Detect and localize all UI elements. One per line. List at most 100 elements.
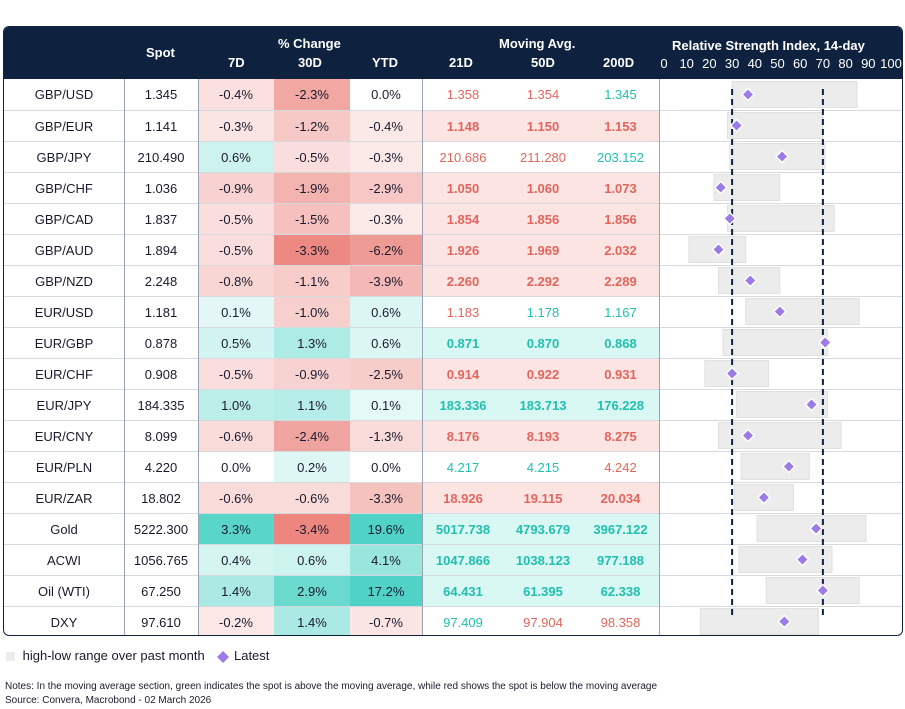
legend-range-swatch <box>6 652 15 662</box>
ma-50d-cell: 4793.679 <box>504 514 582 545</box>
ma-200d-cell: 977.188 <box>582 545 659 576</box>
header-200d: 200D <box>603 55 635 70</box>
spot-cell: 1.141 <box>144 119 178 134</box>
header-50d: 50D <box>531 55 555 70</box>
legend-range-label: high-low range over past month <box>22 648 205 663</box>
table-row: GBP/EUR 1.141 -0.3% -1.2% -0.4% 1.148 1.150 1.1… <box>4 110 902 142</box>
header-ytd: YTD <box>372 55 398 70</box>
change-30d-cell: -0.5% <box>274 142 350 173</box>
instrument-label: GBP/CHF <box>35 181 93 196</box>
change-7d-cell: 0.6% <box>198 142 274 173</box>
ma-200d-cell: 8.275 <box>582 421 659 452</box>
spot-cell: 97.610 <box>141 615 181 630</box>
change-30d-cell: -0.6% <box>274 483 350 514</box>
ma-50d-cell: 183.713 <box>504 390 582 421</box>
rsi-latest-marker <box>743 273 758 288</box>
change-30d-cell: -3.3% <box>274 235 350 266</box>
header-7d: 7D <box>228 55 245 70</box>
notes: Notes: In the moving average section, gr… <box>5 680 657 708</box>
header-30d: 30D <box>298 55 322 70</box>
rsi-latest-marker <box>725 366 740 381</box>
ma-200d-cell: 3967.122 <box>582 514 659 545</box>
spot-cell: 210.490 <box>137 150 185 165</box>
change-ytd-cell: 19.6% <box>350 514 422 545</box>
spot-cell: 1.894 <box>144 243 178 258</box>
ma-200d-cell: 203.152 <box>582 142 659 173</box>
ma-21d-cell: 1047.866 <box>422 545 504 576</box>
change-ytd-cell: -2.5% <box>350 359 422 390</box>
ma-200d-cell: 0.868 <box>582 328 659 359</box>
change-7d-cell: 0.4% <box>198 545 274 576</box>
divider-line <box>659 79 660 635</box>
instrument-label: EUR/PLN <box>35 460 93 475</box>
spot-cell: 1.181 <box>144 305 178 320</box>
instrument-label: EUR/JPY <box>36 398 92 413</box>
rsi-latest-marker <box>722 211 737 226</box>
ma-21d-cell: 1.148 <box>422 111 504 142</box>
rsi-tick-label: 70 <box>815 56 831 71</box>
change-30d-cell: 0.2% <box>274 452 350 483</box>
table-row: Oil (WTI) 67.250 1.4% 2.9% 17.2% 64.431 61.395… <box>4 575 902 607</box>
spot-cell: 2.248 <box>144 274 178 289</box>
header-spot: Spot <box>146 45 175 60</box>
ma-50d-cell: 211.280 <box>504 142 582 173</box>
ma-50d-cell: 19.115 <box>504 483 582 514</box>
rsi-tick-label: 50 <box>770 56 785 71</box>
change-7d-cell: -0.2% <box>198 607 274 635</box>
change-7d-cell: -0.5% <box>198 204 274 235</box>
ma-50d-cell: 97.904 <box>504 607 582 635</box>
spot-cell: 0.908 <box>144 367 178 382</box>
change-ytd-cell: 17.2% <box>350 576 422 607</box>
change-30d-cell: 1.4% <box>274 607 350 635</box>
ma-50d-cell: 1.178 <box>504 297 582 328</box>
divider-line <box>422 79 423 635</box>
instrument-label: EUR/GBP <box>34 336 94 351</box>
ma-200d-cell: 1.345 <box>582 79 659 110</box>
table-row: EUR/JPY 184.335 1.0% 1.1% 0.1% 183.336 183.713… <box>4 389 902 421</box>
ma-200d-cell: 176.228 <box>582 390 659 421</box>
rsi-latest-marker <box>774 149 790 164</box>
rsi-latest-marker <box>809 521 824 536</box>
rsi-latest-marker <box>740 87 756 102</box>
header-21d: 21D <box>449 55 473 70</box>
rsi-tick-label: 90 <box>861 56 876 71</box>
change-30d-cell: -1.0% <box>274 297 350 328</box>
instrument-label: EUR/CNY <box>34 429 94 444</box>
rsi-tick-label: 60 <box>792 56 808 71</box>
ma-200d-cell: 0.931 <box>582 359 659 390</box>
ma-200d-cell: 1.153 <box>582 111 659 142</box>
change-7d-cell: 3.3% <box>198 514 274 545</box>
instrument-label: GBP/AUD <box>34 243 94 258</box>
change-30d-cell: 0.6% <box>274 545 350 576</box>
legend-latest-label: Latest <box>233 648 270 663</box>
spot-cell: 18.802 <box>141 491 181 506</box>
table-row: EUR/USD 1.181 0.1% -1.0% 0.6% 1.183 1.178 1.167 <box>4 296 902 328</box>
table-row: GBP/NZD 2.248 -0.8% -1.1% -3.9% 2.260 2.292 2.2… <box>4 265 902 297</box>
table-row: Gold 5222.300 3.3% -3.4% 19.6% 5017.738 4793.6… <box>4 513 902 545</box>
ma-21d-cell: 183.336 <box>422 390 504 421</box>
ma-50d-cell: 61.395 <box>504 576 582 607</box>
spot-cell: 5222.300 <box>133 522 189 537</box>
change-ytd-cell: -0.3% <box>350 142 422 173</box>
instrument-label: GBP/JPY <box>36 150 92 165</box>
table-row: ACWI 1056.765 0.4% 0.6% 4.1% 1047.866 1038.123… <box>4 544 902 576</box>
rsi-tick-label: 0 <box>660 56 668 71</box>
instrument-label: Gold <box>50 522 78 537</box>
rsi-latest-marker <box>713 180 728 195</box>
change-7d-cell: 0.0% <box>198 452 274 483</box>
ma-21d-cell: 97.409 <box>422 607 504 635</box>
change-30d-cell: 1.3% <box>274 328 350 359</box>
instrument-label: EUR/CHF <box>35 367 93 382</box>
change-7d-cell: -0.8% <box>198 266 274 297</box>
instrument-label: GBP/EUR <box>34 119 94 134</box>
ma-200d-cell: 62.338 <box>582 576 659 607</box>
spot-cell: 1.036 <box>144 181 178 196</box>
ma-21d-cell: 18.926 <box>422 483 504 514</box>
rsi-tick-label: 80 <box>838 56 853 71</box>
change-ytd-cell: -0.7% <box>350 607 422 635</box>
rsi-tick-label: 20 <box>702 56 717 71</box>
ma-21d-cell: 0.871 <box>422 328 504 359</box>
rsi-latest-marker <box>781 459 796 474</box>
change-30d-cell: -2.3% <box>274 79 350 110</box>
change-30d-cell: -0.9% <box>274 359 350 390</box>
